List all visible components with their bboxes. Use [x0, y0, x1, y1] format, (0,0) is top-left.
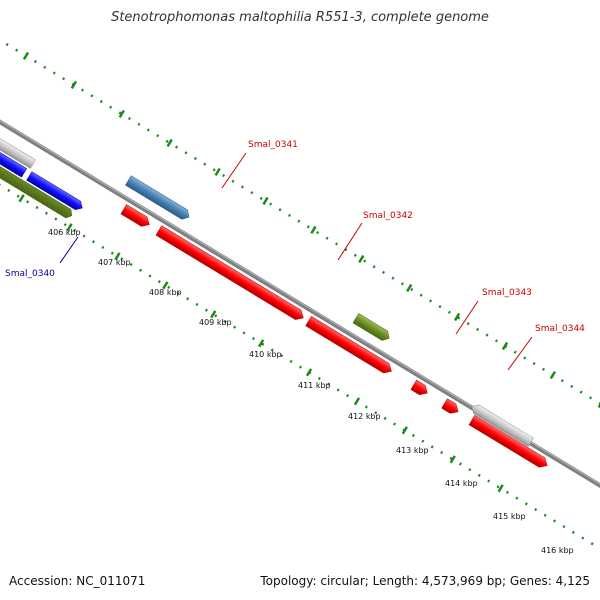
outer-ruler-major-ticks: [22, 51, 600, 409]
gene-label-smal-0343: Smal_0343: [482, 288, 532, 298]
gene-olive-left[interactable]: [0, 141, 81, 220]
gene-smal-0343[interactable]: [305, 316, 395, 376]
gene-blue-left-1[interactable]: [0, 136, 28, 178]
tick-label: 412 kbp: [348, 412, 381, 421]
tick-label: 409 kbp: [199, 318, 232, 327]
gene-label-smal-0340: Smal_0340: [5, 269, 55, 279]
accession-label: Accession: NC_011071: [9, 574, 146, 588]
tick-label: 414 kbp: [445, 479, 478, 488]
tick-label: 410 kbp: [249, 350, 282, 359]
gene-smal-0342[interactable]: [155, 225, 306, 323]
tick-label: 415 kbp: [493, 512, 526, 521]
gene-label-connectors: [59, 152, 533, 371]
genome-map: Smal_0340 Smal_0341 Smal_0342 Smal_0343 …: [0, 0, 600, 563]
gene-red-small-1[interactable]: [120, 204, 152, 229]
tick-label: 416 kbp: [541, 546, 574, 555]
tick-label: 411 kbp: [298, 381, 331, 390]
gene-red-right[interactable]: [468, 414, 550, 470]
tick-label: 406 kbp: [48, 228, 81, 237]
map-title: Stenotrophomonas maltophilia R551-3, com…: [111, 10, 489, 25]
gene-label-smal-0342: Smal_0342: [363, 211, 413, 221]
genome-info-label: Topology: circular; Length: 4,573,969 bp…: [260, 574, 590, 588]
gene-smal-0340[interactable]: [26, 171, 85, 213]
gene-smal-0341[interactable]: [125, 175, 191, 222]
gene-label-smal-0341: Smal_0341: [248, 140, 298, 150]
gene-red-small-3[interactable]: [441, 398, 461, 417]
gene-gray-left[interactable]: [0, 129, 36, 169]
gene-red-small-2[interactable]: [410, 379, 430, 398]
tick-label: 407 kbp: [98, 258, 131, 267]
inner-ruler-major-ticks: [18, 194, 504, 493]
gene-label-smal-0344: Smal_0344: [535, 324, 585, 334]
tick-label: 413 kbp: [396, 446, 429, 455]
gene-gray-right[interactable]: [469, 402, 534, 447]
gene-smal-0344[interactable]: [352, 313, 392, 344]
tick-label: 408 kbp: [149, 288, 182, 297]
